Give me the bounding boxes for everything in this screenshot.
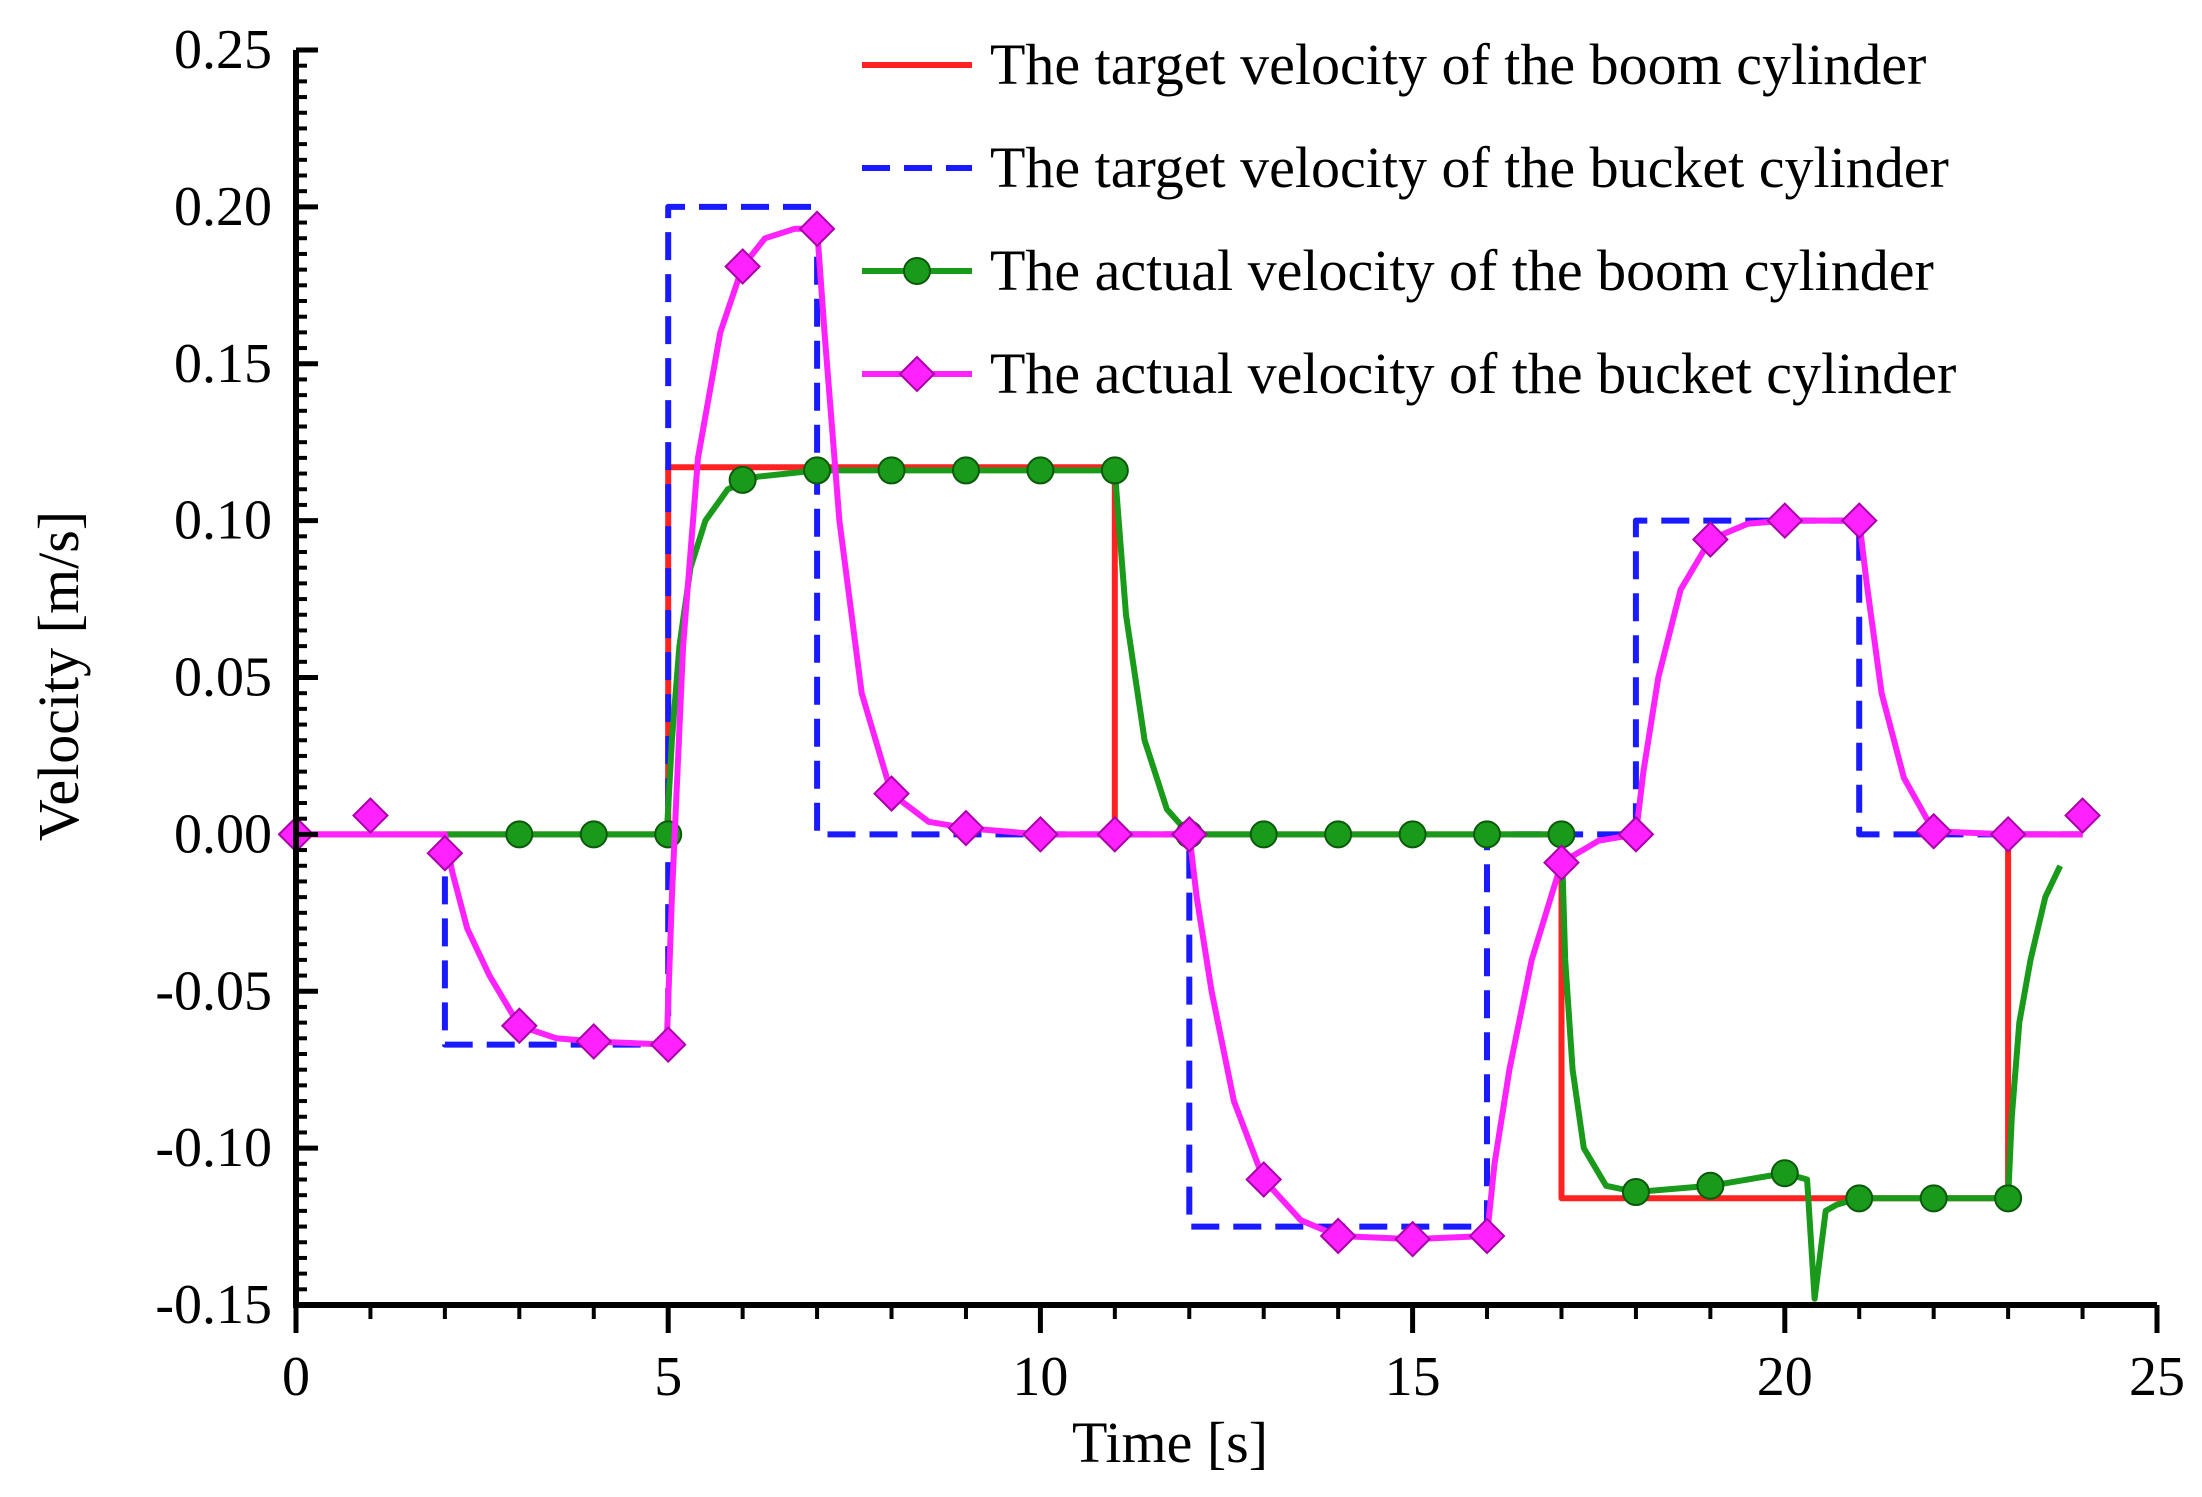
- x-tick-label: 25: [2129, 1346, 2185, 1408]
- series-4-marker: [1915, 812, 1953, 850]
- x-tick-label: 10: [1012, 1346, 1068, 1408]
- series-4-marker: [1394, 1220, 1432, 1258]
- series-4-marker: [1691, 521, 1729, 558]
- series-4-marker: [352, 797, 389, 834]
- series-3-marker: [951, 456, 980, 485]
- series-3-marker: [1324, 820, 1353, 849]
- legend-label-2: The target velocity of the bucket cylind…: [990, 135, 1949, 200]
- legend-label-4: The actual velocity of the bucket cylind…: [990, 341, 1956, 406]
- plot-area: [277, 203, 2101, 1302]
- series-3-marker: [1994, 1184, 2023, 1213]
- series-4-marker: [1170, 815, 1208, 853]
- y-axis-title: Velocity [m/s]: [26, 511, 91, 841]
- series-4-marker: [575, 1023, 613, 1060]
- series-4-marker: [724, 248, 762, 285]
- series-3-marker: [505, 820, 534, 849]
- legend-marker-3: [903, 257, 931, 285]
- x-tick-label: 20: [1757, 1346, 1813, 1408]
- series-4-marker: [1319, 1217, 1357, 1255]
- y-tick-label: 0.25: [174, 19, 272, 81]
- series-3-marker: [1696, 1171, 1725, 1200]
- series-4-marker: [798, 210, 836, 248]
- series-3-marker: [1770, 1159, 1799, 1188]
- x-tick-label: 0: [282, 1346, 310, 1408]
- x-tick-label: 15: [1385, 1346, 1441, 1408]
- series-3-marker: [1845, 1184, 1874, 1213]
- series-3-marker: [579, 820, 608, 849]
- series-4-marker: [873, 775, 910, 813]
- y-tick-label: -0.15: [155, 1274, 272, 1336]
- series-4-marker: [1468, 1217, 1506, 1255]
- series-3-marker: [877, 456, 906, 485]
- series-4-marker: [2064, 797, 2101, 834]
- series-3-marker: [728, 465, 757, 494]
- series-3-marker: [803, 456, 832, 485]
- series-3-marker: [1621, 1178, 1650, 1207]
- legend-marker-4: [898, 355, 936, 393]
- y-tick-label: 0.20: [174, 176, 272, 238]
- axes: -0.15 -0.10 -0.05 0.00 0.05 0.10 0.15 0.20 0.25 0…: [155, 19, 2185, 1408]
- legend-label-1: The target velocity of the boom cylinder: [990, 32, 1926, 97]
- x-tick-label: 5: [654, 1346, 682, 1408]
- series-3-marker: [1473, 820, 1502, 849]
- series-3-marker: [1249, 820, 1278, 849]
- series-3-marker: [1919, 1184, 1948, 1213]
- series-4-marker: [500, 1007, 538, 1045]
- series-4-marker: [1021, 815, 1059, 853]
- series-3-marker: [1398, 820, 1427, 849]
- y-tick-label: 0.00: [174, 803, 272, 865]
- series-4-marker: [947, 809, 985, 847]
- series-4-marker: [1840, 502, 1878, 540]
- y-tick-label: -0.05: [155, 960, 272, 1022]
- x-axis-title: Time [s]: [1072, 1410, 1268, 1475]
- series-4-marker: [1245, 1161, 1283, 1198]
- y-tick-label: 0.05: [174, 647, 272, 709]
- legend: The target velocity of the boom cylinder…: [862, 32, 1956, 406]
- series-4-marker: [1989, 815, 2027, 853]
- y-tick-label: 0.15: [174, 333, 272, 395]
- series-4-marker: [426, 834, 464, 872]
- series-3-marker: [1026, 456, 1055, 485]
- series-4-marker: [1617, 815, 1655, 853]
- y-tick-label: -0.10: [155, 1117, 272, 1179]
- series-3-marker: [1547, 820, 1576, 849]
- series-4-marker: [1543, 844, 1580, 882]
- series-4-marker: [649, 1026, 687, 1064]
- series-3-marker: [1100, 456, 1129, 485]
- series-4-marker: [1096, 815, 1134, 853]
- legend-label-3: The actual velocity of the boom cylinder: [990, 238, 1934, 303]
- series-line-4: [296, 225, 2083, 1243]
- series-4-marker: [1766, 502, 1804, 540]
- y-tick-label: 0.10: [174, 490, 272, 552]
